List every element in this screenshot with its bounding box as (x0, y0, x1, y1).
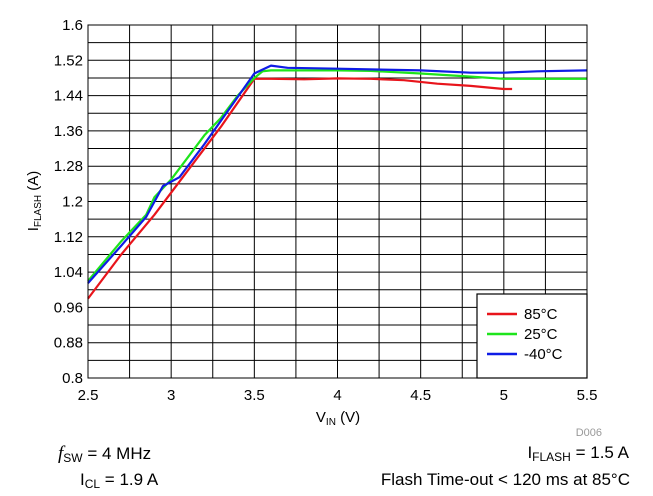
series-line (87, 69, 587, 282)
legend-box (476, 293, 588, 379)
y-tick-labels: 0.8 0.88 0.96 1.04 1.12 1.2 1.28 1.36 1.44 1.52 1.… (54, 17, 83, 387)
x-tick-label: 4 (333, 387, 341, 404)
x-tick-label: 2.5 (78, 387, 99, 404)
x-tick-label: 4.5 (410, 387, 431, 404)
x-tick-label: 5 (500, 387, 508, 404)
x-axis-label: VIN (V) (316, 409, 360, 428)
y-tick-label: 1.52 (54, 52, 83, 69)
y-tick-label: 0.8 (62, 370, 83, 387)
y-tick-label: 1.28 (54, 158, 83, 175)
flash-current-note: IFLASH = 1.5 A (527, 443, 629, 464)
current-limit-note: ICL = 1.9 A (80, 470, 159, 491)
y-tick-label: 1.12 (54, 229, 83, 246)
series-line (87, 64, 588, 284)
series-lines (87, 64, 588, 300)
y-tick-label: 1.2 (62, 194, 83, 211)
figure-id: D006 (576, 427, 602, 439)
legend-label: -40°C (524, 346, 563, 363)
y-tick-label: 1.6 (62, 17, 83, 34)
y-tick-label: 1.36 (54, 123, 83, 140)
y-tick-label: 0.88 (54, 335, 83, 352)
plot-area-border (87, 24, 588, 379)
x-tick-labels: 2.5 3 3.5 4 4.5 5 5.5 (78, 387, 598, 404)
x-tick-label: 3.5 (244, 387, 265, 404)
y-tick-label: 0.96 (54, 299, 83, 316)
x-tick-label: 3 (167, 387, 175, 404)
y-tick-label: 1.04 (54, 264, 83, 281)
y-axis-label: IFLASH (A) (25, 171, 44, 232)
switching-frequency-note: fSW = 4 MHz (58, 443, 152, 465)
series-line (87, 77, 513, 300)
legend: 85°C 25°C -40°C (476, 293, 588, 379)
legend-label: 25°C (524, 326, 558, 343)
y-tick-label: 1.44 (54, 88, 83, 105)
legend-label: 85°C (524, 306, 558, 323)
x-tick-label: 5.5 (577, 387, 598, 404)
flash-timeout-note: Flash Time-out < 120 ms at 85°C (380, 470, 630, 489)
